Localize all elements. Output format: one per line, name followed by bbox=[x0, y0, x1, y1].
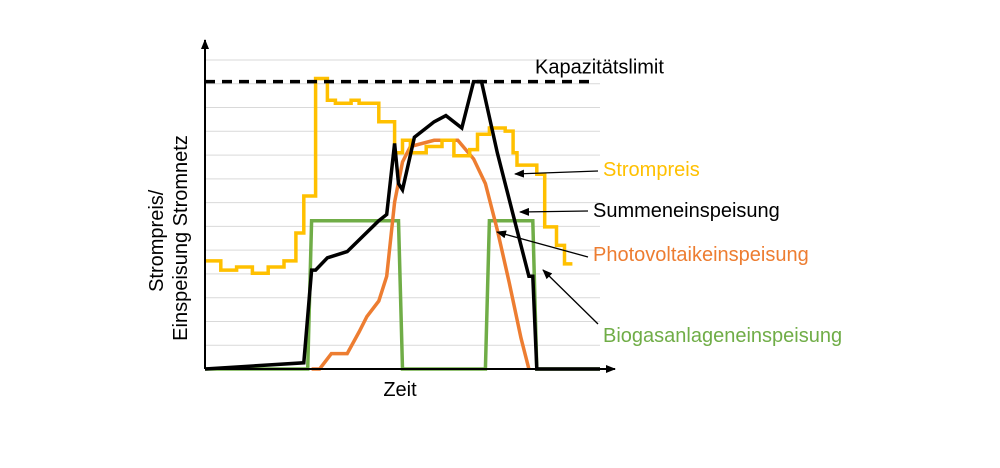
series-label-strompreis: Strompreis bbox=[603, 159, 700, 181]
series-line-strompreis bbox=[205, 76, 573, 275]
series-label-summeneinspeisung: Summeneinspeisung bbox=[593, 200, 780, 222]
capacity-limit-label: Kapazitätslimit bbox=[535, 57, 664, 79]
series-label-biogasanlageneinspeisung: Biogasanlageneinspeisung bbox=[603, 325, 842, 347]
y-axis-label: Strompreis/ Einspeisung Stromnetz bbox=[146, 135, 192, 341]
leader-arrow-summeneinspeisung bbox=[519, 207, 589, 216]
series-layer bbox=[204, 76, 600, 371]
axes bbox=[201, 39, 616, 373]
leader-arrow-biogasanlageneinspeisung bbox=[542, 269, 599, 325]
leader-arrow-strompreis bbox=[514, 169, 599, 178]
y-axis-label-line-2: Einspeisung Stromnetz bbox=[170, 135, 192, 341]
leader-arrow-photovoltaikeinspeisung bbox=[496, 230, 589, 258]
annotations: Kapazitätslimit Strompreis Summeneinspeisu… bbox=[205, 57, 842, 347]
series-label-photovoltaikeinspeisung: Photovoltaikeinspeisung bbox=[593, 244, 809, 266]
grid bbox=[205, 59, 600, 346]
series-line-biogasanlageneinspeisung bbox=[205, 218, 600, 371]
series-line-photovoltaikeinspeisung bbox=[311, 138, 531, 371]
x-axis-label: Zeit bbox=[383, 379, 417, 401]
y-axis-label-line-1: Strompreis/ bbox=[146, 189, 168, 292]
